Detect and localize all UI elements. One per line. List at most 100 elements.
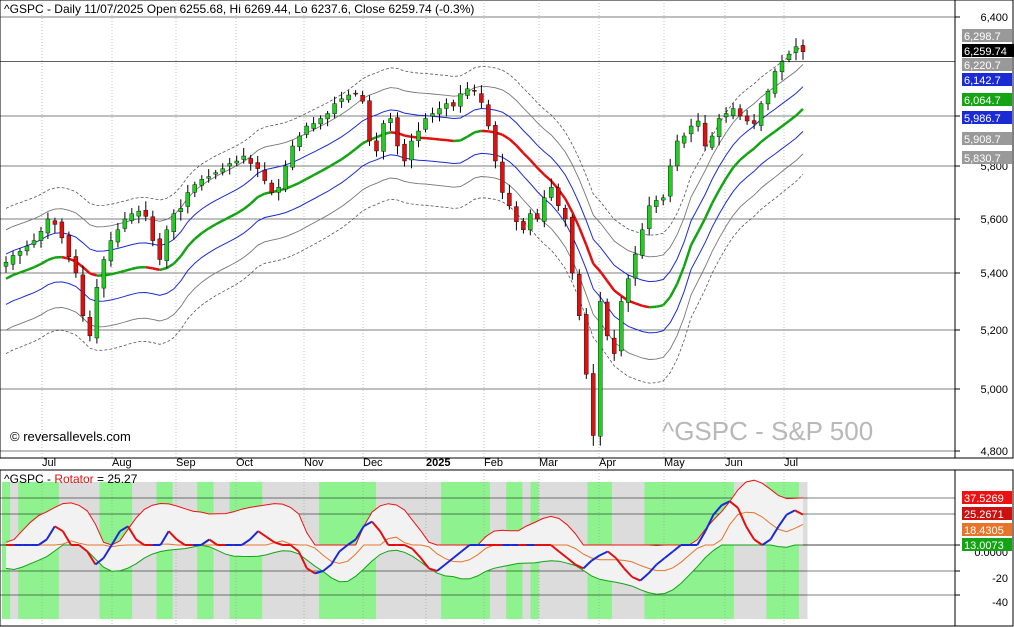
candle-body <box>563 207 568 220</box>
central-average-segment <box>124 267 133 273</box>
price-labels: 6,298.7 6,259.74 6,220.7 6,142.7 6,064.7 5,98… <box>962 29 1014 165</box>
candle-body <box>17 251 23 256</box>
central-average-segment <box>333 158 343 165</box>
x-axis-label: Oct <box>236 457 253 469</box>
rotator-line-segment <box>176 538 186 546</box>
central-average-segment <box>585 244 595 265</box>
rotator-line-segment <box>200 538 210 546</box>
candle-body <box>290 145 295 168</box>
price-label-text: 5,986.7 <box>964 113 1001 125</box>
central-average-segment <box>760 135 769 143</box>
candle-body <box>388 118 393 123</box>
candle-body <box>178 208 184 212</box>
candle-body <box>150 216 156 241</box>
rotator-band <box>774 482 784 619</box>
candle-body <box>241 155 246 160</box>
candle-body <box>87 317 93 337</box>
candle-body <box>276 186 281 193</box>
candle-body <box>626 278 631 303</box>
rotator-line-segment <box>208 538 218 546</box>
rotator-line-segment <box>615 557 625 570</box>
rotator-signal-line <box>6 511 804 572</box>
central-average-segment <box>340 153 350 161</box>
central-average-segment <box>481 129 489 133</box>
central-average-segment <box>662 296 672 307</box>
rotator-line-segment <box>322 563 332 572</box>
x-axis-label: Dec <box>363 457 383 469</box>
candle-body <box>423 118 428 130</box>
candle-body <box>192 184 198 193</box>
price-label-box <box>962 111 1012 124</box>
candle-body <box>220 168 225 173</box>
rotator-line-segment <box>78 544 88 553</box>
rotator-line-segment <box>444 557 454 566</box>
candle-body <box>654 200 659 207</box>
rotator-line-segment <box>167 530 178 541</box>
price-tick-label: 4,800 <box>980 446 1008 458</box>
candle-body <box>171 213 177 232</box>
candle-body <box>234 160 239 164</box>
price-label-text: 5,908.7 <box>964 134 1001 146</box>
central-average-segment <box>453 139 461 143</box>
rotator-line-segment <box>347 538 357 546</box>
candle-body <box>199 179 205 186</box>
central-average-segment <box>82 266 91 275</box>
rotator-line-segment <box>631 576 641 582</box>
candle-body <box>577 274 582 316</box>
price-label-box <box>962 44 1014 57</box>
candle-body <box>444 103 449 109</box>
candle-body <box>122 218 128 229</box>
candle-body <box>675 140 680 167</box>
x-axis-label: Apr <box>599 457 616 469</box>
candle-body <box>570 216 575 274</box>
x-axis-label: Jul <box>42 457 56 469</box>
candle-body <box>591 373 596 436</box>
candle-body <box>360 95 365 102</box>
rotator-line-segment <box>241 538 251 546</box>
central-average-segment <box>689 231 700 246</box>
candle-body <box>451 102 456 107</box>
rotator-upper-envelope <box>5 479 804 547</box>
watermark: ^GSPC - S&P 500 <box>662 416 873 446</box>
rotator-label-box <box>962 507 1012 520</box>
candle-body <box>402 143 407 162</box>
rotator-line-segment <box>696 530 707 546</box>
x-axis-label: May <box>664 457 685 469</box>
central-average-segment <box>696 217 707 233</box>
candle-body <box>409 140 414 161</box>
central-average-segment <box>578 227 588 246</box>
candle-body <box>668 165 673 197</box>
central-average-segment <box>320 166 329 173</box>
candle-body <box>269 182 274 193</box>
candle-body <box>227 163 232 167</box>
central-average-segment <box>564 198 574 213</box>
central-average-segment <box>599 270 609 282</box>
candle-body <box>297 135 302 147</box>
candle-body <box>744 115 750 122</box>
central-average-segment <box>179 245 189 257</box>
central-average-segment <box>529 159 539 169</box>
central-average-segment <box>236 208 245 215</box>
rotator-line-segment <box>452 550 463 559</box>
central-average-segment <box>89 272 98 277</box>
candle-body <box>465 88 470 96</box>
candle-body <box>283 165 288 190</box>
candle-body <box>758 103 764 126</box>
candle-body <box>129 213 135 221</box>
central-average-segment <box>19 268 28 274</box>
rotator-line-segment <box>420 557 430 570</box>
candle-body <box>500 161 505 193</box>
central-average-segment <box>117 269 126 274</box>
rotator-line-segment <box>404 544 414 550</box>
candle-body <box>751 120 757 124</box>
rotator-line-segment <box>428 567 438 572</box>
candle-body <box>136 210 142 217</box>
central-average-segment <box>432 137 440 141</box>
rotator-line-segment <box>62 530 72 546</box>
central-average-segment <box>501 133 511 141</box>
rotator-line-segment <box>119 525 129 533</box>
rotator-line-segment <box>249 530 259 541</box>
candle-body <box>311 123 316 129</box>
candle-body <box>353 92 358 95</box>
rotator-line-segment <box>54 525 64 533</box>
